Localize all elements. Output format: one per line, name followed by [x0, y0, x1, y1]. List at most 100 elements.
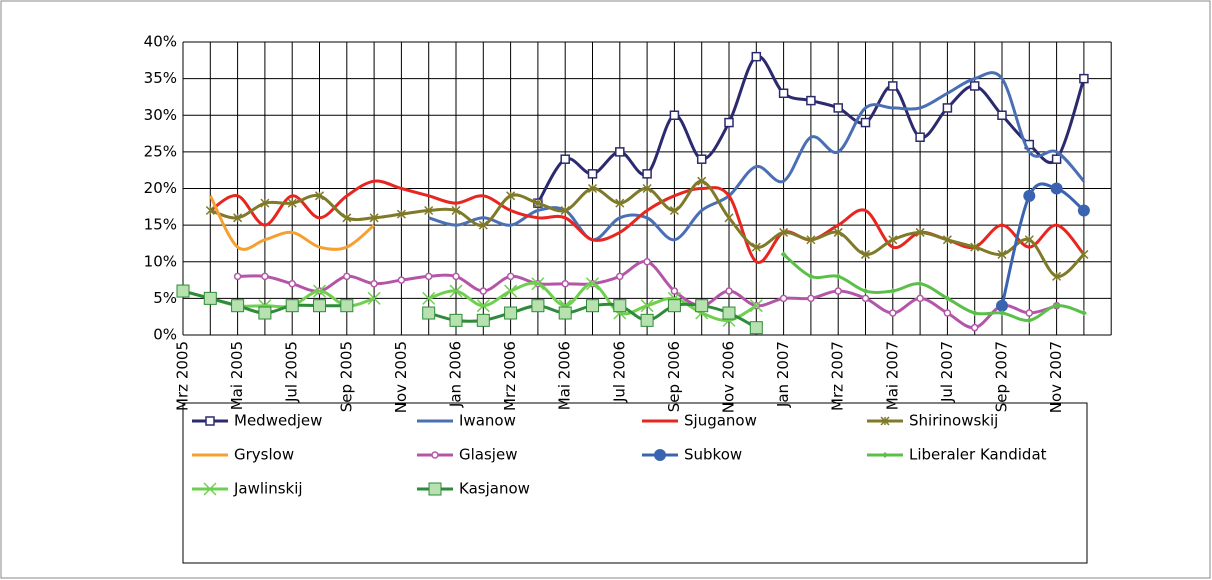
legend-label: Kasjanow	[459, 480, 530, 498]
marker	[560, 154, 570, 164]
marker	[233, 213, 243, 223]
marker	[780, 251, 787, 258]
marker	[615, 147, 625, 157]
marker	[915, 132, 925, 142]
marker	[1026, 317, 1033, 324]
x-tick-label: Mai 2006	[556, 341, 574, 410]
marker	[779, 294, 788, 303]
legend-label: Iwanow	[459, 412, 516, 430]
marker	[806, 235, 816, 245]
series	[208, 195, 376, 251]
marker	[233, 272, 242, 281]
series	[780, 251, 1087, 324]
series-line	[1000, 182, 1085, 307]
series	[996, 182, 1090, 312]
marker	[1050, 182, 1063, 195]
marker	[806, 95, 816, 106]
marker	[942, 235, 952, 245]
marker	[452, 272, 460, 281]
legend-item: Medwedjew	[192, 412, 322, 430]
marker	[751, 51, 762, 62]
marker	[724, 213, 734, 223]
marker	[724, 117, 734, 128]
series	[176, 284, 763, 335]
legend-label: Glasjew	[459, 446, 517, 464]
marker	[916, 294, 924, 303]
marker	[205, 205, 215, 216]
marker	[1023, 189, 1036, 202]
marker	[778, 88, 789, 99]
marker	[613, 299, 627, 313]
marker	[616, 272, 624, 281]
y-tick-label: 5%	[153, 289, 177, 307]
legend-item: Jawlinskij	[192, 480, 303, 498]
marker	[260, 198, 270, 208]
marker	[449, 313, 463, 327]
series-line	[428, 71, 1086, 242]
marker	[1052, 271, 1062, 281]
y-tick-label: 0%	[153, 326, 177, 344]
marker	[396, 209, 406, 219]
marker	[889, 288, 896, 295]
legend-item: Iwanow	[417, 412, 516, 430]
series	[428, 71, 1086, 242]
marker	[615, 198, 625, 208]
legend-item: Kasjanow	[417, 480, 530, 498]
legend-item: Subkow	[642, 446, 742, 464]
marker	[669, 110, 680, 120]
y-tick-label: 30%	[144, 106, 177, 124]
marker	[397, 276, 406, 284]
x-tick-label: Jul 2005	[283, 341, 301, 403]
marker	[643, 258, 651, 266]
marker	[1080, 310, 1087, 317]
marker	[428, 482, 442, 496]
marker	[560, 205, 570, 216]
marker	[833, 227, 843, 237]
marker	[369, 213, 379, 223]
marker	[751, 242, 761, 252]
x-tick-label: Sep 2006	[665, 341, 683, 412]
marker	[531, 277, 545, 291]
legend-item: Shirinowskij	[867, 412, 998, 430]
marker	[669, 205, 679, 216]
legend-item: Gryslow	[192, 446, 294, 464]
marker	[506, 191, 516, 201]
x-tick-label: Sep 2005	[337, 341, 355, 412]
marker	[370, 279, 378, 288]
marker	[288, 279, 296, 288]
marker	[431, 451, 439, 459]
marker	[342, 213, 352, 223]
series-line	[208, 195, 376, 251]
x-tick-label: Mai 2007	[883, 341, 901, 410]
marker	[861, 294, 870, 303]
marker	[203, 482, 217, 496]
x-tick-label: Nov 2007	[1047, 341, 1065, 413]
marker	[340, 299, 354, 313]
x-tick-label: Mrz 2005	[174, 341, 192, 411]
marker	[997, 249, 1007, 259]
marker	[476, 313, 490, 327]
marker	[285, 299, 299, 313]
legend-label: Gryslow	[234, 446, 294, 464]
marker	[807, 294, 815, 303]
marker	[969, 81, 980, 91]
marker	[996, 299, 1008, 312]
marker	[313, 299, 326, 313]
marker	[314, 191, 325, 201]
x-tick-label: Mrz 2006	[501, 341, 519, 411]
marker	[917, 280, 924, 287]
marker	[587, 169, 598, 179]
legend-item: Glasjew	[417, 446, 517, 464]
legend-item: Sjuganow	[642, 412, 757, 430]
legend-label: Liberaler Kandidat	[909, 446, 1047, 464]
marker	[231, 299, 245, 313]
y-tick-label: 40%	[144, 33, 177, 51]
marker	[970, 323, 979, 332]
marker	[889, 309, 897, 317]
marker	[1079, 73, 1089, 84]
legend-label: Subkow	[684, 446, 742, 464]
marker	[1053, 302, 1060, 309]
marker	[205, 416, 215, 426]
marker	[343, 272, 351, 281]
marker	[1077, 204, 1090, 217]
